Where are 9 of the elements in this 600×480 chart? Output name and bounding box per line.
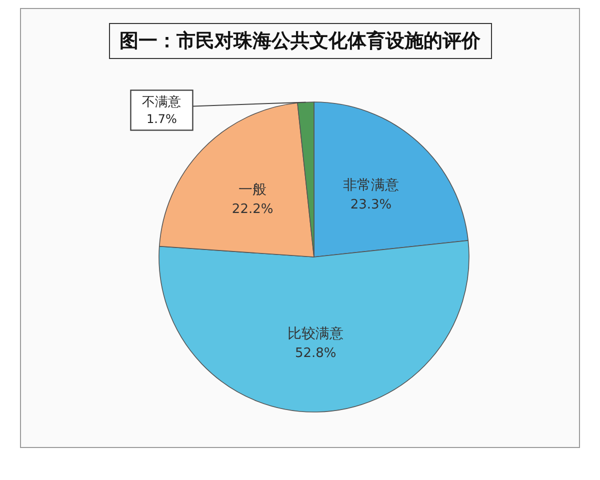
data-label: 22.2% xyxy=(232,202,274,217)
slice-label: 不满意 xyxy=(142,95,182,110)
data-label: 1.7% xyxy=(146,112,177,126)
slice-label: 比较满意 xyxy=(288,326,344,342)
chart-title: 图一：市民对珠海公共文化体育设施的评价 xyxy=(108,23,492,59)
data-label: 52.8% xyxy=(294,346,336,362)
data-label: 23.3% xyxy=(350,198,392,213)
slice-label: 非常满意 xyxy=(342,178,399,194)
slice-label: 一般 xyxy=(238,182,267,198)
